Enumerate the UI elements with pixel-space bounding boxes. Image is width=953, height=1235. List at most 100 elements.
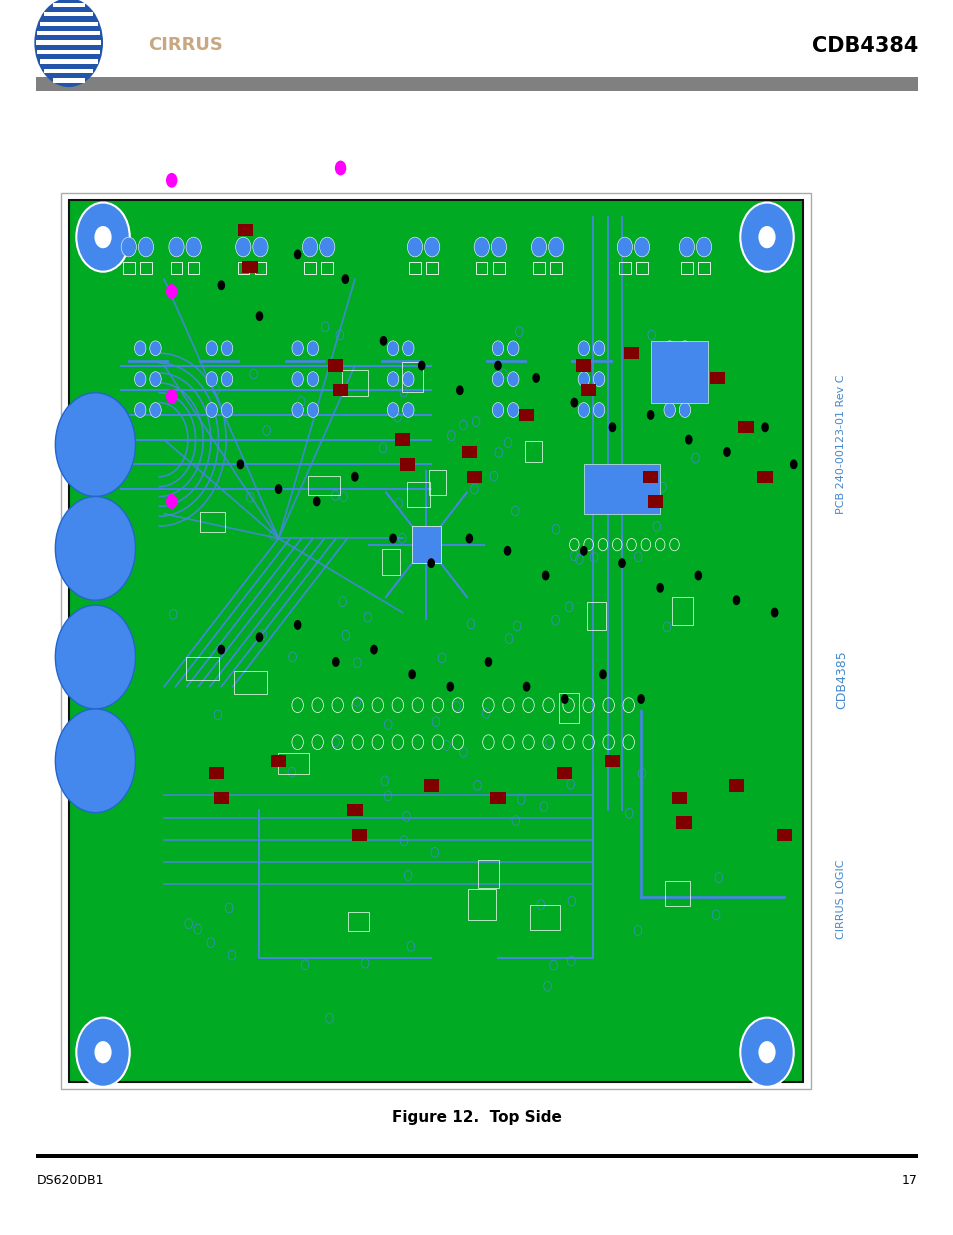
Bar <box>333 384 348 396</box>
Circle shape <box>532 373 539 383</box>
Circle shape <box>656 583 663 593</box>
Bar <box>467 889 496 920</box>
Circle shape <box>696 237 711 257</box>
Circle shape <box>169 237 184 257</box>
Circle shape <box>427 558 435 568</box>
Circle shape <box>474 237 489 257</box>
Bar <box>586 603 605 630</box>
Circle shape <box>593 403 604 417</box>
Text: 17: 17 <box>901 1174 917 1187</box>
Bar <box>601 477 622 500</box>
Circle shape <box>679 341 690 356</box>
Circle shape <box>484 657 492 667</box>
Bar <box>61 193 810 1089</box>
Circle shape <box>465 534 473 543</box>
Bar <box>237 224 253 236</box>
Bar <box>477 860 498 888</box>
Bar <box>200 511 225 531</box>
Bar <box>254 262 266 274</box>
Bar <box>44 69 93 73</box>
Circle shape <box>679 372 690 387</box>
Bar <box>308 477 339 495</box>
Text: CDB4385: CDB4385 <box>834 650 847 709</box>
Circle shape <box>294 249 301 259</box>
Bar <box>381 550 399 576</box>
Bar <box>412 526 440 563</box>
Circle shape <box>740 203 793 272</box>
Circle shape <box>134 403 146 417</box>
Circle shape <box>494 361 501 370</box>
Bar <box>757 471 772 483</box>
Circle shape <box>206 403 217 417</box>
Bar <box>728 779 743 792</box>
Circle shape <box>217 645 225 655</box>
Bar <box>642 471 658 483</box>
Circle shape <box>319 237 335 257</box>
Bar <box>426 262 437 274</box>
Text: CIRRUS: CIRRUS <box>148 36 222 54</box>
Circle shape <box>578 372 589 387</box>
Circle shape <box>503 546 511 556</box>
Circle shape <box>166 494 177 509</box>
Bar <box>671 792 686 804</box>
Circle shape <box>335 161 346 175</box>
Circle shape <box>235 237 251 257</box>
Bar <box>52 78 85 83</box>
Circle shape <box>389 534 396 543</box>
Bar <box>36 77 917 91</box>
Bar <box>186 657 219 680</box>
Circle shape <box>332 657 339 667</box>
Bar <box>647 495 662 508</box>
Circle shape <box>593 341 604 356</box>
Circle shape <box>679 403 690 417</box>
Circle shape <box>507 372 518 387</box>
Circle shape <box>694 571 701 580</box>
Bar <box>52 2 85 7</box>
Bar <box>423 779 438 792</box>
Bar <box>618 262 630 274</box>
Circle shape <box>379 336 387 346</box>
Circle shape <box>302 237 317 257</box>
Bar <box>188 262 199 274</box>
Bar <box>476 262 487 274</box>
Circle shape <box>387 341 398 356</box>
Circle shape <box>579 546 587 556</box>
Bar <box>37 31 100 36</box>
Circle shape <box>560 694 568 704</box>
Bar <box>576 359 591 372</box>
Bar <box>672 598 692 625</box>
Bar <box>171 262 182 274</box>
Bar <box>304 262 315 274</box>
Bar <box>738 421 753 433</box>
Bar <box>558 693 578 724</box>
Bar <box>352 829 367 841</box>
Circle shape <box>34 0 103 88</box>
Circle shape <box>206 372 217 387</box>
Circle shape <box>221 372 233 387</box>
Text: CDB4384: CDB4384 <box>811 36 918 56</box>
Bar <box>271 755 286 767</box>
Circle shape <box>166 389 177 404</box>
Bar <box>321 262 333 274</box>
Circle shape <box>456 385 463 395</box>
Circle shape <box>593 372 604 387</box>
Bar <box>37 49 100 54</box>
Circle shape <box>294 620 301 630</box>
Text: Figure 12.  Top Side: Figure 12. Top Side <box>392 1110 561 1125</box>
Bar <box>40 21 97 26</box>
Circle shape <box>217 280 225 290</box>
Circle shape <box>236 459 244 469</box>
Circle shape <box>408 669 416 679</box>
Bar <box>347 804 362 816</box>
Circle shape <box>424 237 439 257</box>
Bar <box>680 262 692 274</box>
Bar <box>650 341 707 403</box>
Text: DS620DB1: DS620DB1 <box>36 1174 104 1187</box>
Circle shape <box>94 226 112 248</box>
Circle shape <box>274 484 282 494</box>
Bar <box>466 471 481 483</box>
Bar <box>36 41 101 44</box>
Bar <box>604 755 619 767</box>
Bar <box>533 262 544 274</box>
Circle shape <box>617 237 632 257</box>
